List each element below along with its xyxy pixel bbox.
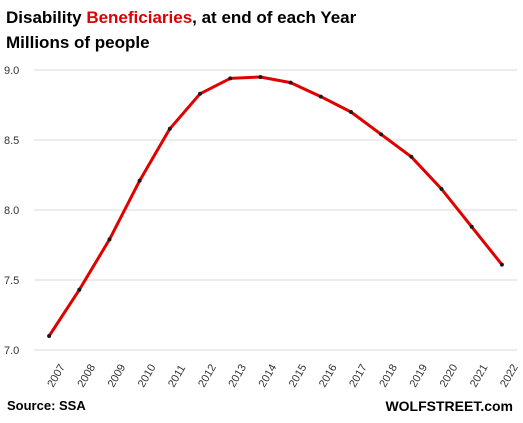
x-axis-ticks: 2007 2008 2009 2010 2011 2012 2013 2014 2015 2016…: [45, 362, 520, 389]
data-point: [198, 91, 203, 96]
data-point: [288, 80, 293, 85]
y-tick-label: 7.5: [4, 275, 19, 287]
x-tick-label: 2010: [136, 362, 159, 389]
x-tick-label: 2013: [226, 362, 249, 389]
y-tick-label: 7.0: [4, 345, 19, 357]
x-tick-label: 2018: [377, 362, 400, 389]
data-point: [439, 187, 444, 191]
x-tick-label: 2014: [257, 362, 280, 389]
x-tick-label: 2009: [106, 362, 129, 389]
title-highlight: Beneficiaries: [86, 8, 193, 27]
data-point: [167, 126, 172, 131]
series-line: [47, 75, 504, 338]
data-point: [348, 110, 353, 114]
x-tick-label: 2019: [408, 362, 431, 389]
y-tick-label: 8.0: [4, 205, 19, 217]
x-tick-label: 2020: [438, 362, 461, 389]
data-point: [47, 334, 52, 338]
data-point: [107, 237, 112, 242]
x-tick-label: 2015: [287, 362, 310, 389]
gridlines: [34, 69, 517, 351]
y-tick-label: 9.0: [4, 65, 19, 77]
data-point: [77, 287, 82, 292]
title-suffix: , at end of each Year: [192, 8, 357, 27]
marker-layer: [47, 75, 504, 338]
data-point: [137, 178, 142, 183]
x-tick-label: 2008: [75, 362, 98, 389]
x-tick-label: 2007: [45, 362, 68, 389]
brand-logo: WOLFSTREET.com: [385, 398, 513, 414]
source-note: Source: SSA: [7, 398, 86, 413]
x-tick-label: 2021: [468, 362, 491, 389]
data-point: [379, 132, 384, 137]
data-point: [469, 224, 474, 229]
data-point: [409, 154, 414, 159]
chart-subtitle: Millions of people: [6, 33, 150, 52]
data-point: [318, 94, 323, 99]
x-tick-label: 2017: [347, 362, 370, 389]
y-axis-ticks: 7.0 7.5 8.0 8.5 9.0: [4, 65, 19, 357]
title-prefix: Disability: [6, 8, 87, 27]
x-tick-label: 2012: [196, 362, 219, 389]
chart-title: Disability Beneficiaries, at end of each…: [6, 8, 356, 28]
x-tick-label: 2011: [166, 363, 188, 389]
series-layer: [47, 75, 504, 338]
y-tick-label: 8.5: [4, 135, 19, 147]
data-point: [258, 75, 263, 79]
data-point: [499, 262, 504, 267]
data-point: [228, 76, 233, 81]
x-tick-label: 2022: [498, 362, 521, 389]
x-tick-label: 2016: [317, 362, 340, 389]
